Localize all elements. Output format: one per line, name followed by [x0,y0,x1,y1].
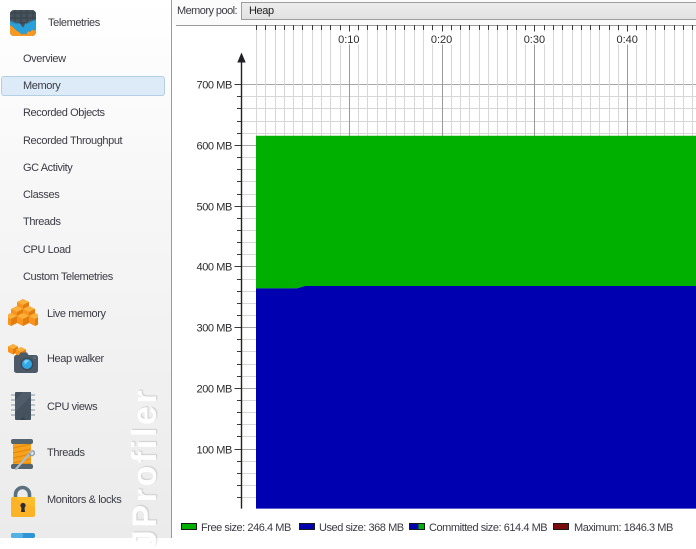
svg-text:0:40: 0:40 [616,34,637,46]
svg-text:0:20: 0:20 [431,34,452,46]
svg-text:100 MB: 100 MB [196,445,232,457]
svg-text:300 MB: 300 MB [196,323,232,335]
svg-text:400 MB: 400 MB [196,262,232,274]
svg-text:0:30: 0:30 [524,34,545,46]
svg-text:600 MB: 600 MB [196,141,232,153]
svg-text:500 MB: 500 MB [196,202,232,214]
svg-text:200 MB: 200 MB [196,384,232,396]
svg-text:0:10: 0:10 [338,34,359,46]
svg-text:700 MB: 700 MB [196,80,232,92]
